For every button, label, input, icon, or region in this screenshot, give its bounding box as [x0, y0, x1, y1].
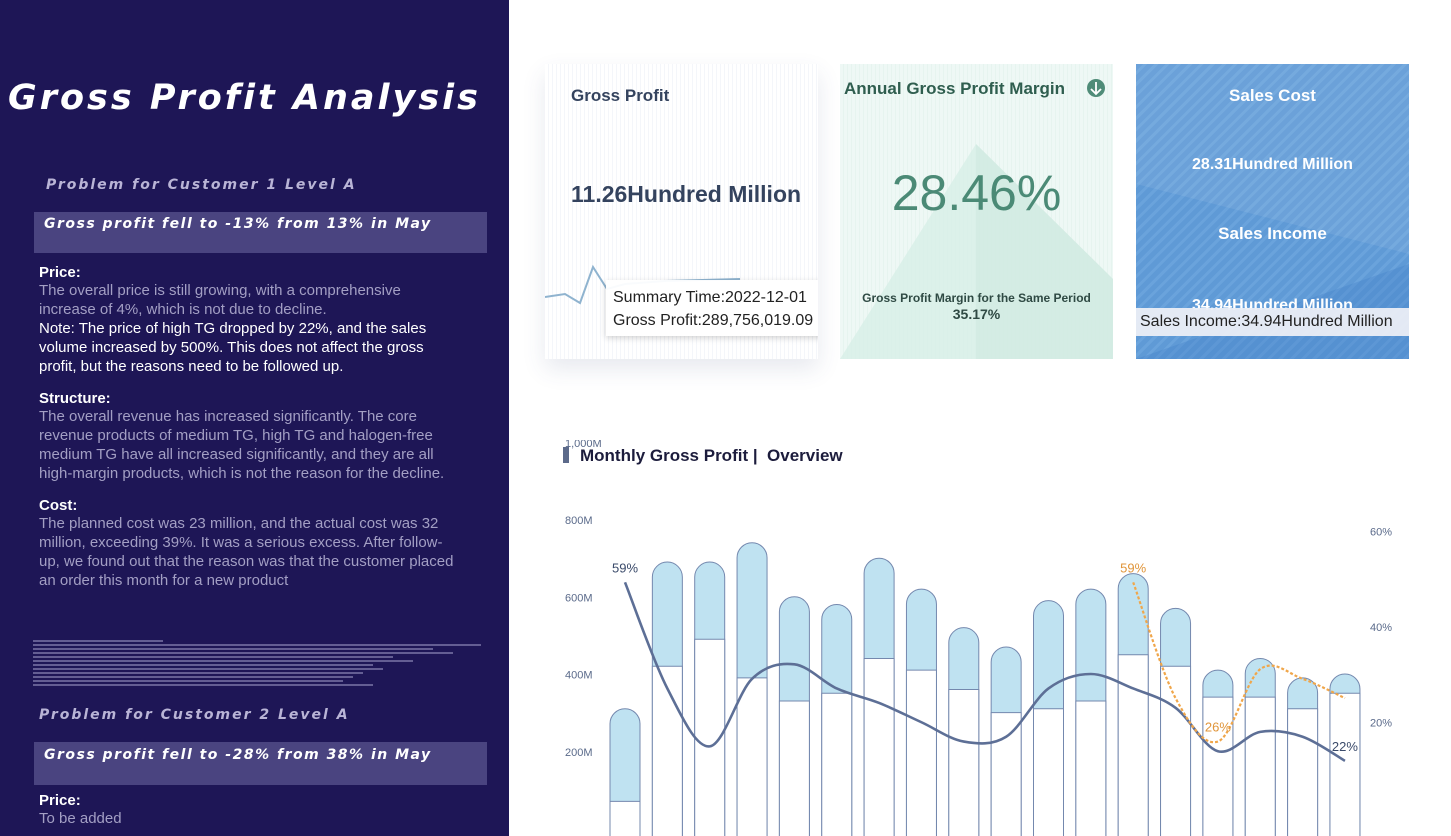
problem-heading: Problem for Customer 2 Level A: [39, 707, 350, 723]
bar: [990, 712, 1022, 836]
card-title: Sales Income: [1218, 224, 1327, 243]
margin-decor: [840, 79, 1113, 359]
card-title: Annual Gross Profit Margin: [844, 79, 1066, 98]
tooltip-line: Summary Time:2022-12-01: [613, 289, 807, 306]
card-sub-label: Gross Profit Margin for the Same Period: [862, 291, 1091, 305]
tooltip-line: Gross Profit:289,756,019.09: [613, 312, 814, 329]
bar: [1117, 654, 1149, 836]
tooltip: Summary Time:2022-12-01 Gross Profit:289…: [606, 280, 818, 336]
data-label: 59%: [612, 560, 638, 575]
problem-heading: Problem for Customer 1 Level A: [46, 177, 357, 193]
bar: [948, 688, 980, 836]
bar: [1160, 665, 1192, 836]
card-title: Gross Profit: [571, 86, 670, 105]
sidebar-title: Gross Profit Analysis: [8, 78, 482, 118]
chart: 200M 400M 600M 800M 1,000M 20% 40% 60% 80% 59% 22%…: [565, 440, 1392, 836]
bar: [736, 677, 768, 836]
section-text: The overall price is still growing, with…: [39, 282, 401, 318]
section-label: Price:: [39, 264, 81, 281]
card-value: 28.46%: [891, 165, 1062, 221]
y2-tick-label: 20%: [1370, 718, 1392, 730]
card-title: Sales Cost: [1229, 86, 1316, 105]
section-text: The planned cost was 23 million, and the…: [39, 515, 454, 589]
bar: [1287, 708, 1319, 836]
card-value: 11.26Hundred Million: [571, 181, 802, 207]
card-sub-value: 35.17%: [952, 306, 1001, 322]
y2-tick-label: 80%: [1370, 440, 1392, 443]
sidebar: Gross Profit Analysis Problem for Custom…: [0, 0, 509, 836]
section-label: Structure:: [39, 390, 111, 407]
bar: [1075, 700, 1107, 836]
bar: [1033, 708, 1064, 836]
margin-card[interactable]: Annual Gross Profit Margin 28.46% Gross …: [840, 64, 1113, 359]
y2-tick-label: 60%: [1370, 527, 1392, 539]
section-text: To be added: [39, 810, 122, 827]
bar: [778, 700, 810, 836]
y-tick-label: 800M: [565, 515, 593, 527]
problem-body: Price: The overall price is still growin…: [39, 250, 459, 590]
y-tick-label: 600M: [565, 592, 593, 604]
data-label: 22%: [1332, 739, 1358, 754]
bar: [905, 669, 937, 836]
problem-body: Price: To be added: [39, 778, 459, 828]
line: [623, 581, 1346, 762]
card-value: 28.31Hundred Million: [1192, 156, 1353, 173]
bar: [1329, 692, 1361, 836]
title-marker: [563, 447, 569, 463]
bar: [694, 638, 726, 836]
data-label: 59%: [1120, 560, 1146, 575]
sales-card[interactable]: Sales Cost 28.31Hundred Million Sales In…: [1136, 64, 1409, 359]
decor-lines: [33, 640, 481, 686]
problem-banner: Gross profit fell to -28% from 38% in Ma…: [34, 742, 487, 785]
y-tick-label: 1,000M: [565, 440, 602, 450]
bar: [1244, 696, 1276, 836]
y2-tick-label: 40%: [1370, 622, 1392, 634]
y-tick-label: 400M: [565, 670, 593, 682]
section-text: The overall revenue has increased signif…: [39, 408, 445, 482]
bar: [651, 665, 683, 836]
chart-title: Monthly Gross Profit | Overview: [580, 446, 843, 465]
bar: [1202, 696, 1234, 836]
y-tick-label: 200M: [565, 747, 593, 759]
bar: [863, 658, 895, 836]
bar: [821, 692, 853, 836]
data-label: 26%: [1205, 720, 1231, 735]
section-note: Note: The price of high TG dropped by 22…: [39, 320, 427, 375]
gross-profit-card[interactable]: Gross Profit 11.26Hundred Million Summar…: [545, 64, 818, 359]
section-label: Cost:: [39, 497, 78, 514]
problem-banner: Gross profit fell to -13% from 13% in Ma…: [34, 212, 487, 253]
tooltip: Sales Income:34.94Hundred Million: [1136, 308, 1409, 336]
section-label: Price:: [39, 792, 81, 809]
bar: [609, 800, 641, 836]
